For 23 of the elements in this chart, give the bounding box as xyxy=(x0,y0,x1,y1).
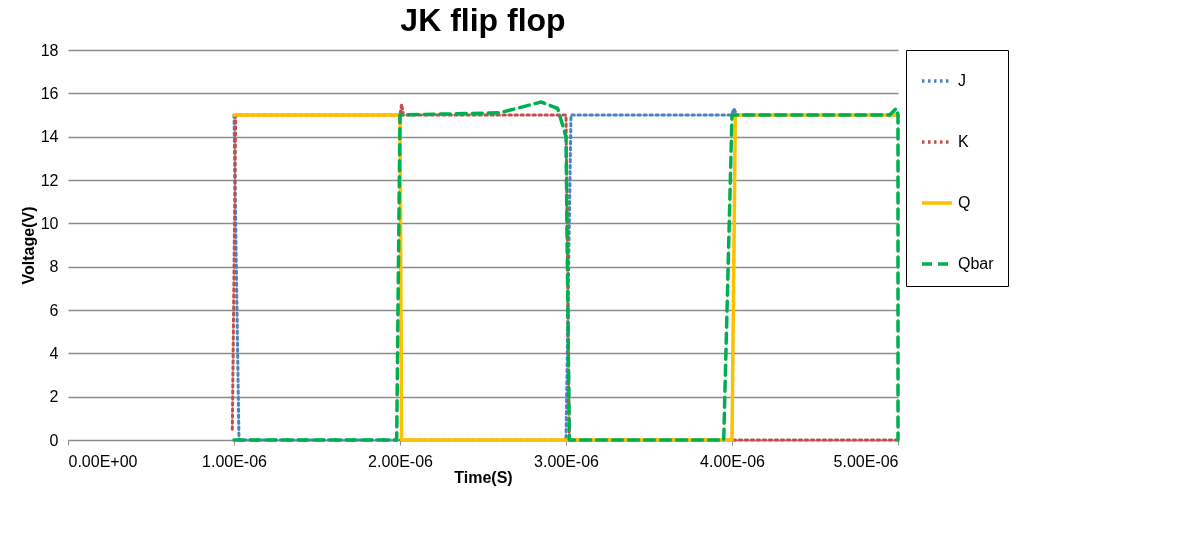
legend-label: J xyxy=(958,72,966,89)
x-axis-title: Time(S) xyxy=(454,468,513,486)
y-tick-label: 4 xyxy=(49,344,59,362)
x-tick-label: 2.00E-06 xyxy=(368,452,434,470)
x-tick-label: 3.00E-06 xyxy=(534,452,600,470)
y-tick-label: 18 xyxy=(40,41,59,59)
legend-label: Qbar xyxy=(958,255,995,272)
y-tick-label: 8 xyxy=(49,258,59,276)
x-tick-label: 4.00E-06 xyxy=(700,452,766,470)
x-tick-label: 0.00E+00 xyxy=(68,452,138,470)
legend-label: Q xyxy=(958,194,971,211)
y-tick-label: 6 xyxy=(49,301,59,319)
legend-label: K xyxy=(958,133,969,150)
y-tick-label: 0 xyxy=(49,431,59,449)
chart-title: JK flip flop xyxy=(400,2,566,38)
y-axis-title: Voltage(V) xyxy=(19,206,37,285)
y-tick-label: 16 xyxy=(40,84,59,102)
x-tick-label: 1.00E-06 xyxy=(202,452,268,470)
y-tick-label: 2 xyxy=(49,388,59,406)
x-tick-label: 5.00E-06 xyxy=(833,452,899,470)
y-tick-label: 14 xyxy=(40,128,59,146)
y-tick-label: 12 xyxy=(40,171,59,189)
y-tick-label: 10 xyxy=(40,214,59,232)
